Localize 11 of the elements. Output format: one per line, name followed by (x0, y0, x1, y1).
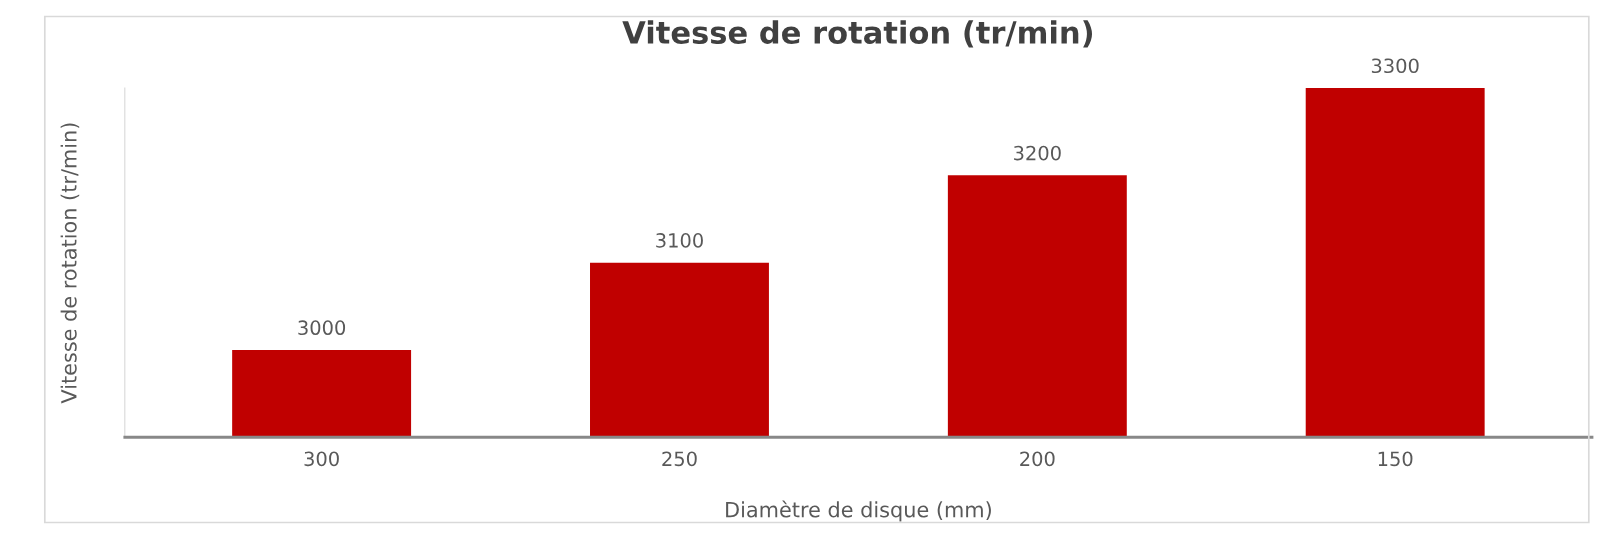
data-label: 3100 (656, 233, 703, 248)
data-label: 3300 (1371, 58, 1419, 74)
x-axis-title: Diamètre de disque (mm) (726, 500, 991, 522)
chart-title: Vitesse de rotation (tr/min) (622, 20, 1093, 48)
x-tick-label: 300 (304, 451, 339, 467)
x-tick-label: 250 (662, 451, 697, 467)
y-axis-title: Vitesse de rotation (tr/min) (60, 123, 80, 404)
data-label: 3200 (1014, 145, 1061, 161)
data-label: 3000 (298, 320, 346, 336)
x-tick-label: 200 (1020, 451, 1055, 467)
x-tick-label: 150 (1378, 451, 1413, 467)
